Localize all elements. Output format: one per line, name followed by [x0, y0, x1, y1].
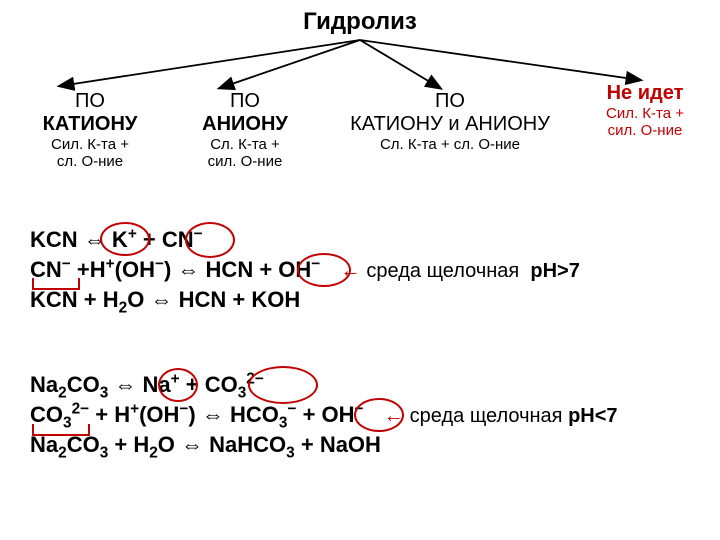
branch-label-1: ПО — [335, 90, 565, 113]
branch-label-2: КАТИОНУ и АНИОНУ — [335, 113, 565, 136]
branch-sub-1: Сл. К-та + сл. О-ние — [335, 136, 565, 153]
branch-sub-2: сил. О-ние — [585, 122, 705, 139]
equation-line: CN− +H+(OH−) ⇔ HCN + OH− ←среда щелочная… — [30, 255, 580, 285]
equation-line: Na2CO3 + H2O ⇔ NaHCO3 + NaOH — [30, 430, 618, 460]
branch-label-1: Не идет — [585, 82, 705, 105]
branch-sub-2: сл. О-ние — [20, 153, 160, 170]
branch-sub-2: сил. О-ние — [175, 153, 315, 170]
branch-label-2: АНИОНУ — [175, 113, 315, 136]
equation-line: KCN ⇔ K+ + CN− — [30, 225, 580, 255]
branch-anion: ПО АНИОНУ Сл. К-та + сил. О-ние — [175, 90, 315, 170]
equation-block-kcn: KCN ⇔ K+ + CN− CN− +H+(OH−) ⇔ HCN + OH− … — [30, 225, 580, 314]
branch-sub-1: Сил. К-та + — [585, 105, 705, 122]
branch-label-1: ПО — [20, 90, 160, 113]
branch-both: ПО КАТИОНУ и АНИОНУ Сл. К-та + сл. О-ние — [335, 90, 565, 153]
equation-line: CO32− + H+(OH−) ⇔ HCO3− + OH− ←среда щел… — [30, 400, 618, 430]
branch-none: Не идет Сил. К-та + сил. О-ние — [585, 82, 705, 139]
page-title: Гидролиз — [0, 8, 720, 36]
equation-line: Na2CO3 ⇔ Na+ + CO32− — [30, 370, 618, 400]
equation-block-na2co3: Na2CO3 ⇔ Na+ + CO32− CO32− + H+(OH−) ⇔ H… — [30, 370, 618, 459]
branch-sub-1: Сил. К-та + — [20, 136, 160, 153]
branch-label-2: КАТИОНУ — [20, 113, 160, 136]
branch-label-1: ПО — [175, 90, 315, 113]
equation-line: KCN + H2O ⇔ HCN + KOH — [30, 285, 580, 315]
branch-sub-1: Сл. К-та + — [175, 136, 315, 153]
branch-cation: ПО КАТИОНУ Сил. К-та + сл. О-ние — [20, 90, 160, 170]
